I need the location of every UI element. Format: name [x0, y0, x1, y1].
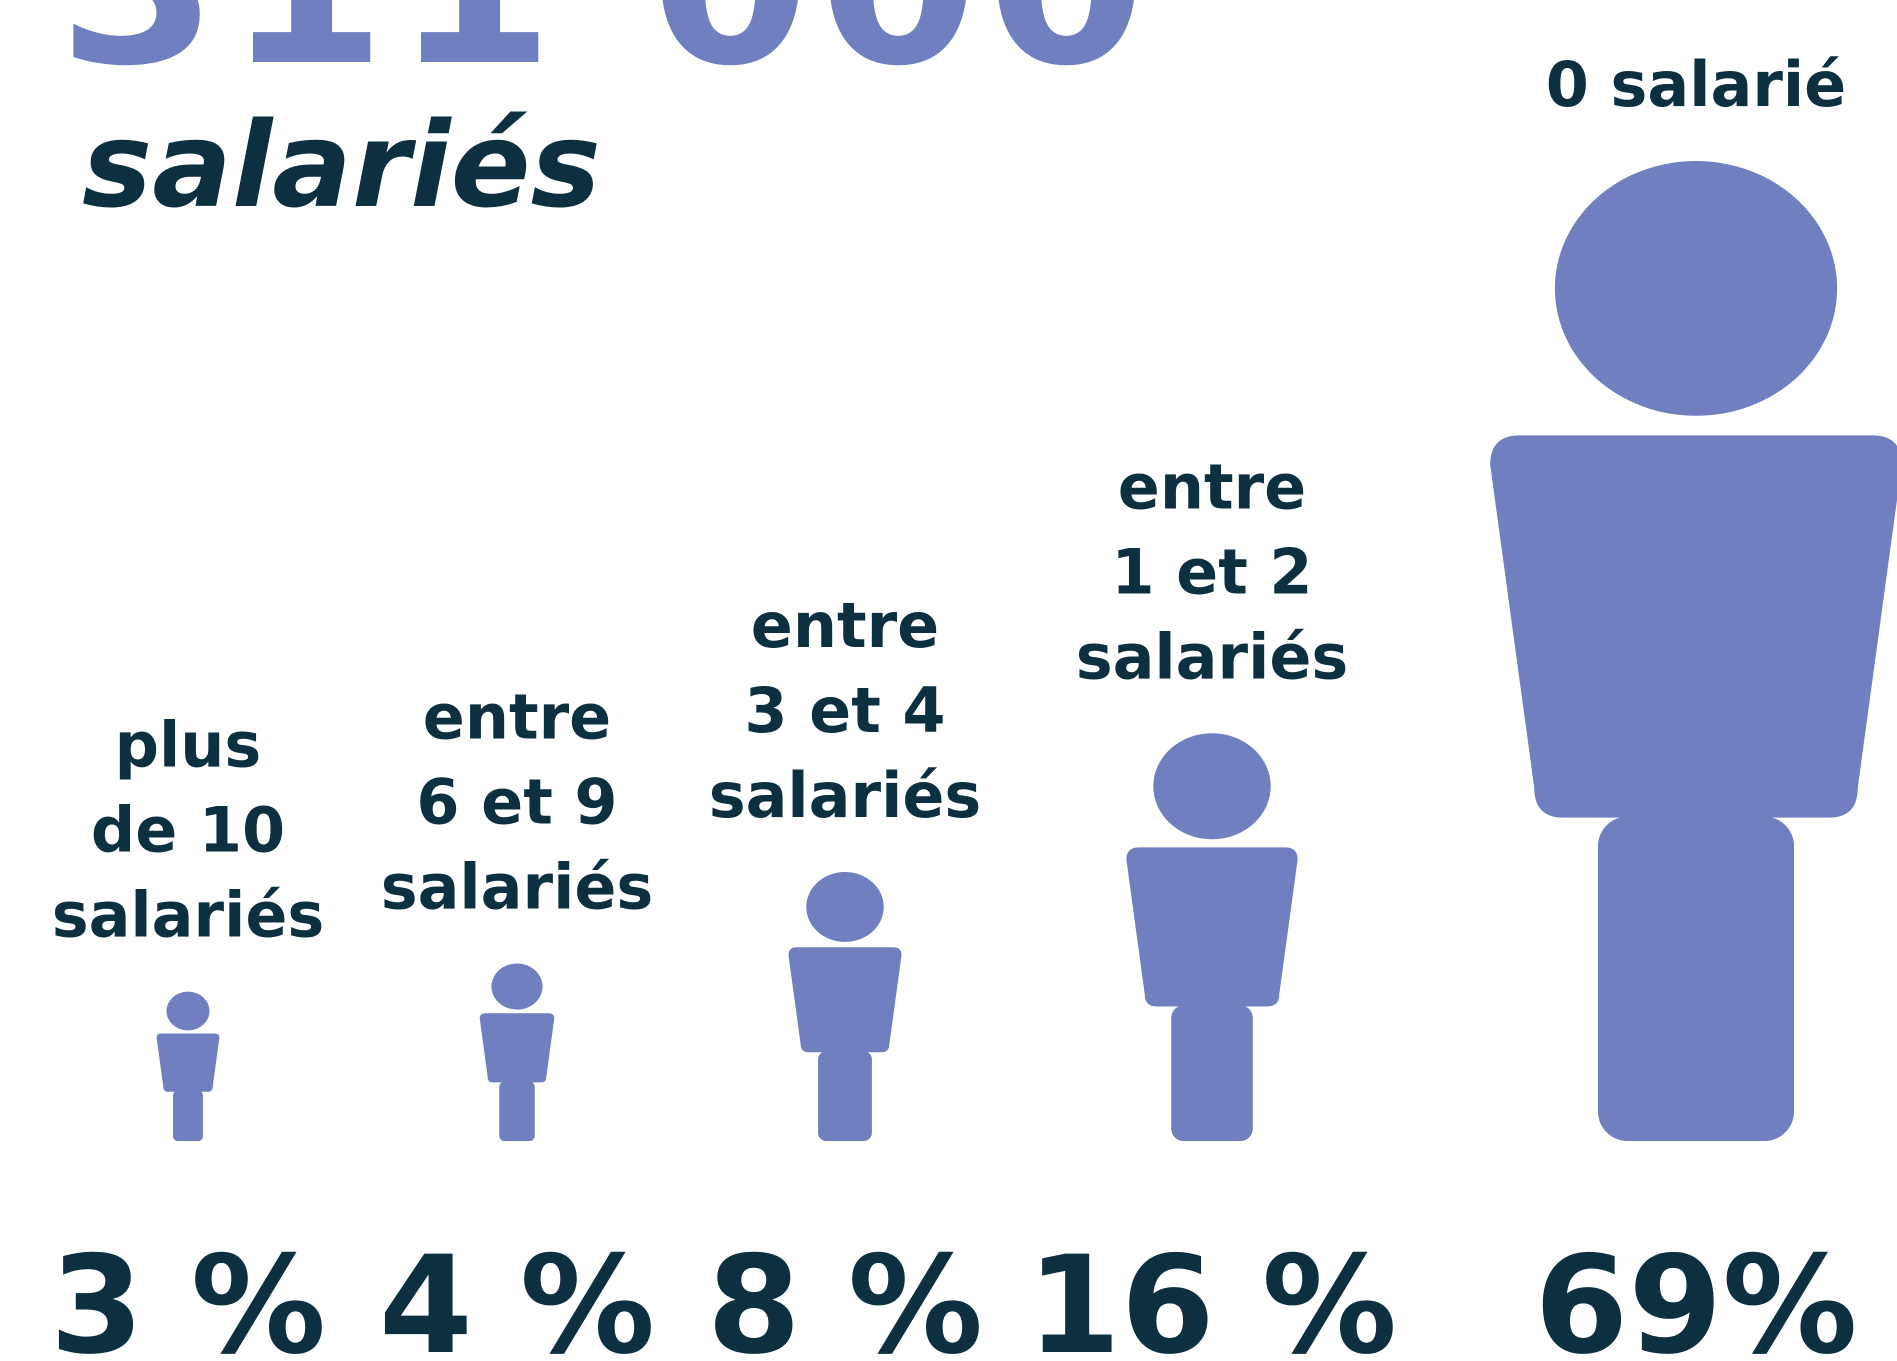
category-label: salariés [52, 879, 325, 952]
figure-torso [788, 947, 902, 1053]
person-figure [1490, 161, 1897, 1141]
person-figure [1126, 733, 1298, 1141]
category-label: 3 et 4 [744, 674, 945, 747]
figure-head [1153, 733, 1271, 840]
figure-torso [1490, 435, 1897, 818]
category-label: salariés [381, 851, 654, 924]
figure-legs [1171, 1005, 1253, 1141]
category-label: salariés [1076, 620, 1349, 693]
person-figure [788, 871, 902, 1141]
figure-legs [818, 1051, 872, 1141]
figure-legs [1598, 816, 1794, 1141]
subtitle: salariés [82, 96, 601, 234]
figure-legs [173, 1090, 203, 1141]
figure-head [491, 963, 543, 1010]
category-label: salariés [709, 759, 982, 832]
figure-head [1554, 161, 1838, 416]
figure-torso [479, 1013, 555, 1083]
title: 311 000 [58, 0, 1154, 117]
value-label: 4 % [379, 1227, 655, 1361]
figure-torso [156, 1033, 220, 1092]
figure-head [806, 871, 884, 942]
value-label: 69% [1534, 1227, 1857, 1361]
figure-head [166, 991, 210, 1031]
value-label: 3 % [50, 1227, 326, 1361]
category-label: plus [115, 709, 262, 782]
figure-legs [499, 1081, 535, 1141]
category-label: 1 et 2 [1111, 535, 1312, 608]
person-figure [156, 991, 220, 1141]
category-label: 0 salarié [1546, 48, 1846, 121]
category-label: entre [1118, 450, 1306, 523]
category-label: entre [751, 589, 939, 662]
figure-torso [1126, 847, 1298, 1007]
category-label: entre [423, 681, 611, 754]
value-label: 8 % [707, 1227, 983, 1361]
value-label: 16 % [1027, 1227, 1397, 1361]
category-label: 6 et 9 [416, 766, 617, 839]
person-figure [479, 963, 555, 1141]
category-label: de 10 [91, 794, 285, 867]
